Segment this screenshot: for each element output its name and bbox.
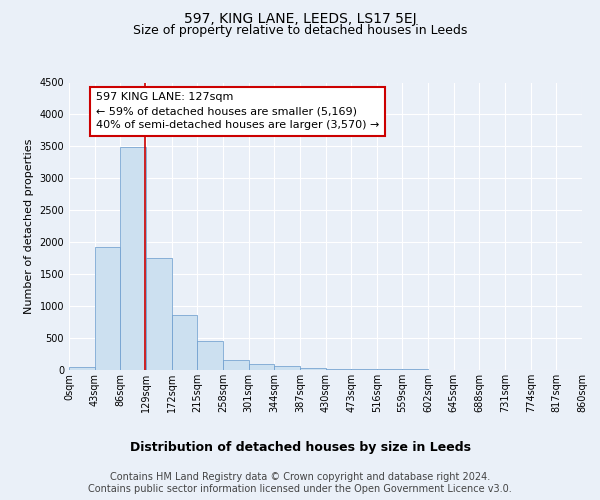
Text: 597 KING LANE: 127sqm
← 59% of detached houses are smaller (5,169)
40% of semi-d: 597 KING LANE: 127sqm ← 59% of detached …	[96, 92, 379, 130]
Y-axis label: Number of detached properties: Number of detached properties	[24, 138, 34, 314]
Text: Size of property relative to detached houses in Leeds: Size of property relative to detached ho…	[133, 24, 467, 37]
Text: Distribution of detached houses by size in Leeds: Distribution of detached houses by size …	[130, 441, 470, 454]
Bar	[69, 367, 95, 370]
Bar	[121, 147, 146, 370]
Text: Contains public sector information licensed under the Open Government Licence v3: Contains public sector information licen…	[88, 484, 512, 494]
Bar	[274, 366, 300, 370]
Bar	[172, 315, 197, 370]
Bar	[146, 258, 172, 370]
Bar	[325, 368, 351, 370]
Text: Contains HM Land Registry data © Crown copyright and database right 2024.: Contains HM Land Registry data © Crown c…	[110, 472, 490, 482]
Bar	[351, 369, 377, 370]
Text: 597, KING LANE, LEEDS, LS17 5EJ: 597, KING LANE, LEEDS, LS17 5EJ	[184, 12, 416, 26]
Bar	[95, 248, 121, 370]
Bar	[248, 364, 274, 370]
Bar	[223, 360, 248, 370]
Bar	[197, 341, 223, 370]
Bar	[300, 368, 325, 370]
